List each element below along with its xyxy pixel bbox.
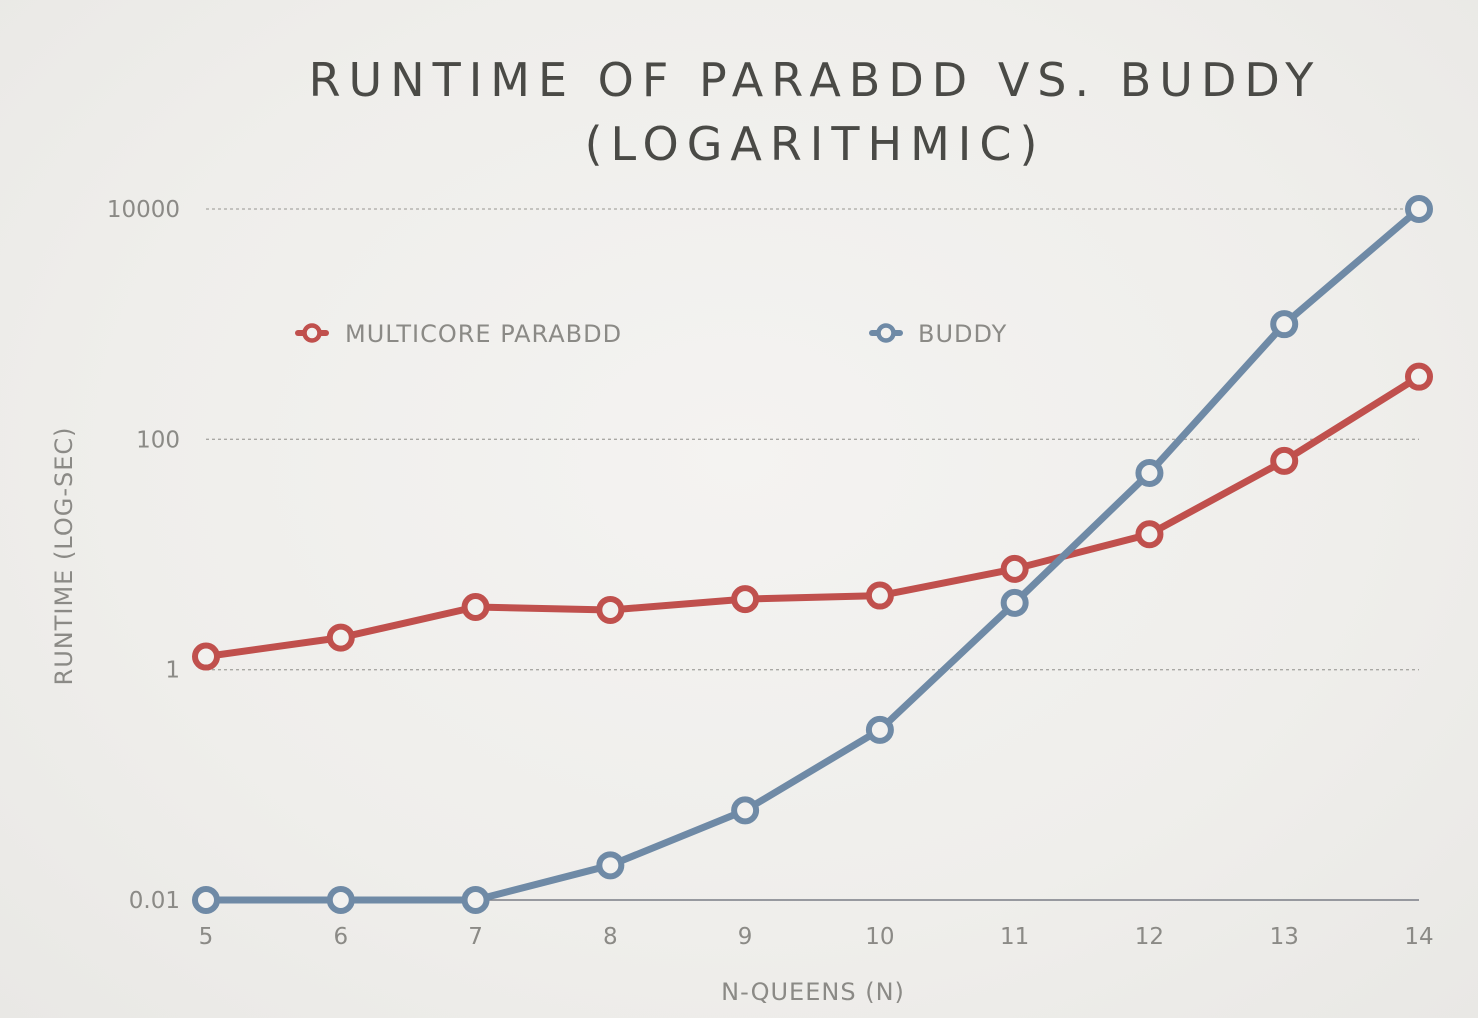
series-line-1 — [202, 205, 1423, 904]
data-point — [192, 886, 220, 914]
x-tick-label: 8 — [603, 924, 618, 950]
legend-swatch-marker-1 — [876, 323, 896, 343]
x-tick-label: 11 — [1000, 924, 1029, 950]
data-point — [596, 595, 625, 624]
data-point — [865, 581, 894, 610]
data-point — [731, 796, 760, 825]
series-layer — [192, 195, 1433, 914]
data-point — [1000, 588, 1029, 617]
y-tick-label: 0.01 — [129, 888, 180, 914]
data-point — [1000, 554, 1029, 583]
data-point — [326, 886, 355, 914]
x-tick-label: 14 — [1404, 924, 1433, 950]
y-tick-label: 10000 — [107, 197, 180, 223]
y-axis-ticks: 10000 100 1 0.01 — [107, 197, 180, 914]
data-point — [1135, 459, 1164, 488]
x-tick-label: 12 — [1135, 924, 1164, 950]
chart-title-line-2: (LOGARITHMIC) — [585, 117, 1046, 171]
y-tick-label: 100 — [136, 427, 180, 453]
data-point — [461, 593, 490, 622]
data-point — [1270, 310, 1299, 339]
data-point — [1405, 362, 1433, 391]
legend-swatch-marker-0 — [302, 323, 322, 343]
series-line-0 — [202, 373, 1423, 660]
x-tick-label: 5 — [199, 924, 214, 950]
data-point — [192, 642, 220, 671]
legend-label-1: BUDDY — [918, 320, 1007, 348]
series-1 — [192, 195, 1433, 914]
x-axis-ticks: 5 6 7 8 9 10 11 12 13 14 — [199, 924, 1434, 950]
data-point — [1135, 520, 1164, 549]
x-tick-label: 7 — [468, 924, 483, 950]
data-point — [865, 715, 894, 744]
legend: MULTICORE PARABDD BUDDY — [295, 320, 1007, 348]
x-tick-label: 10 — [865, 924, 894, 950]
x-tick-label: 13 — [1270, 924, 1299, 950]
chart-title-line-1: RUNTIME OF PARABDD VS. BUDDY — [309, 53, 1322, 107]
data-point — [596, 851, 625, 880]
data-point — [1270, 446, 1299, 475]
data-point — [326, 623, 355, 652]
x-axis-label: N-QUEENS (N) — [721, 978, 905, 1006]
series-0 — [192, 362, 1433, 671]
legend-label-0: MULTICORE PARABDD — [345, 320, 622, 348]
x-tick-label: 9 — [738, 924, 753, 950]
data-point — [1405, 195, 1433, 223]
data-point — [731, 585, 760, 614]
data-point — [461, 886, 490, 914]
gridlines — [206, 208, 1419, 901]
x-tick-label: 6 — [333, 924, 348, 950]
y-tick-label: 1 — [165, 658, 180, 684]
y-axis-label: RUNTIME (LOG-SEC) — [50, 427, 78, 686]
